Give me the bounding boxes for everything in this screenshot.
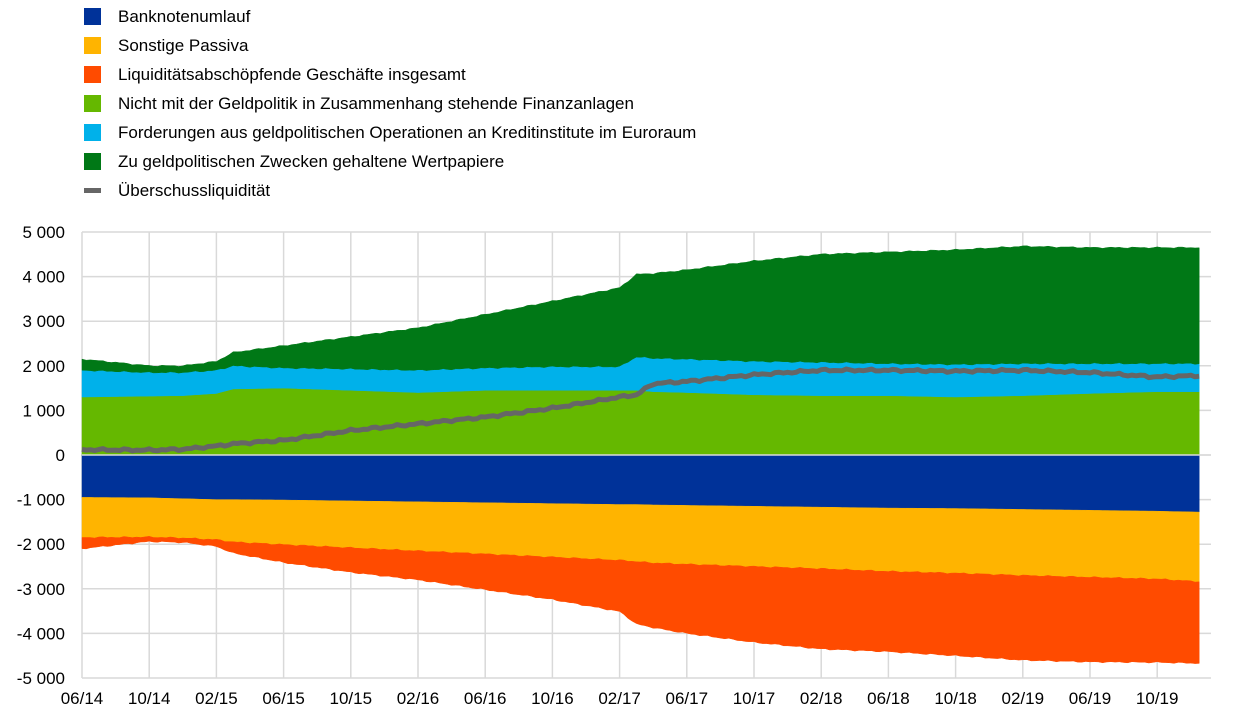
x-tick-label: 10/14 — [128, 689, 171, 708]
y-tick-label: 1 000 — [22, 401, 65, 420]
legend-swatch — [84, 8, 101, 25]
legend-item-non-policy-assets: Nicht mit der Geldpolitik in Zusammenhan… — [84, 89, 696, 118]
x-tick-label: 02/18 — [800, 689, 843, 708]
stacked-areas — [81, 245, 1211, 664]
legend-swatch — [84, 124, 101, 141]
y-tick-label: 4 000 — [22, 268, 65, 287]
legend-label: Forderungen aus geldpolitischen Operatio… — [118, 122, 697, 142]
y-tick-label: -1 000 — [17, 491, 65, 510]
legend-item-absorbing-operations: Liquiditätsabschöpfende Geschäfte insges… — [84, 60, 696, 89]
legend-item-lending: Forderungen aus geldpolitischen Operatio… — [84, 118, 696, 147]
y-tick-label: -4 000 — [17, 624, 65, 643]
legend-label: Liquiditätsabschöpfende Geschäfte insges… — [118, 64, 466, 84]
legend-item-banknotes: Banknotenumlauf — [84, 2, 696, 31]
area-liquidit-tsabsch-pfende-gesch-fte-insgesamt — [81, 536, 1200, 664]
legend-swatch-line — [84, 188, 101, 193]
legend-item-securities: Zu geldpolitischen Zwecken gehaltene Wer… — [84, 147, 696, 176]
x-tick-label: 06/18 — [867, 689, 910, 708]
legend-label: Sonstige Passiva — [118, 35, 249, 55]
x-tick-label: 02/17 — [598, 689, 641, 708]
y-tick-label: -5 000 — [17, 669, 65, 688]
legend-swatch — [84, 95, 101, 112]
x-tick-label: 06/14 — [61, 689, 104, 708]
legend-label: Zu geldpolitischen Zwecken gehaltene Wer… — [118, 151, 505, 171]
y-tick-label: -3 000 — [17, 580, 65, 599]
x-tick-label: 10/16 — [531, 689, 574, 708]
x-tick-label: 10/17 — [733, 689, 776, 708]
y-tick-label: 3 000 — [22, 312, 65, 331]
y-tick-label: 5 000 — [22, 223, 65, 242]
x-axis-ticks: 06/14 10/14 02/15 06/15 10/15 02/16 06/16 10/16… — [61, 689, 1179, 708]
area-zu-geldpolitischen-zwecken-gehaltene-wertpapiere — [81, 245, 1200, 374]
legend-item-excess-liquidity: Überschussliquidität — [84, 176, 696, 205]
x-tick-label: 02/16 — [397, 689, 440, 708]
x-tick-label: 10/15 — [330, 689, 373, 708]
x-tick-label: 02/15 — [195, 689, 238, 708]
y-tick-label: 0 — [56, 446, 65, 465]
x-tick-label: 02/19 — [1002, 689, 1045, 708]
x-tick-label: 10/18 — [934, 689, 977, 708]
y-axis-ticks: 5 000 4 000 3 000 2 000 1 000 0 -1 000 -2 000 -3… — [17, 223, 65, 688]
legend-swatch — [84, 37, 101, 54]
line-excess-liquidity — [81, 366, 1200, 454]
x-tick-label: 06/19 — [1069, 689, 1112, 708]
legend-item-other-liabilities: Sonstige Passiva — [84, 31, 696, 60]
legend-swatch — [84, 66, 101, 83]
legend-label: Überschussliquidität — [118, 180, 271, 200]
x-tick-label: 06/16 — [464, 689, 507, 708]
x-tick-label: 06/15 — [262, 689, 305, 708]
legend-label: Nicht mit der Geldpolitik in Zusammenhan… — [118, 93, 634, 113]
chart-legend: Banknotenumlauf Sonstige Passiva Liquidi… — [84, 2, 696, 205]
legend-swatch — [84, 153, 101, 170]
line-series — [81, 366, 1200, 454]
y-tick-label: 2 000 — [22, 357, 65, 376]
legend-label: Banknotenumlauf — [118, 6, 251, 26]
x-tick-label: 10/19 — [1136, 689, 1179, 708]
x-tick-label: 06/17 — [666, 689, 709, 708]
y-tick-label: -2 000 — [17, 535, 65, 554]
